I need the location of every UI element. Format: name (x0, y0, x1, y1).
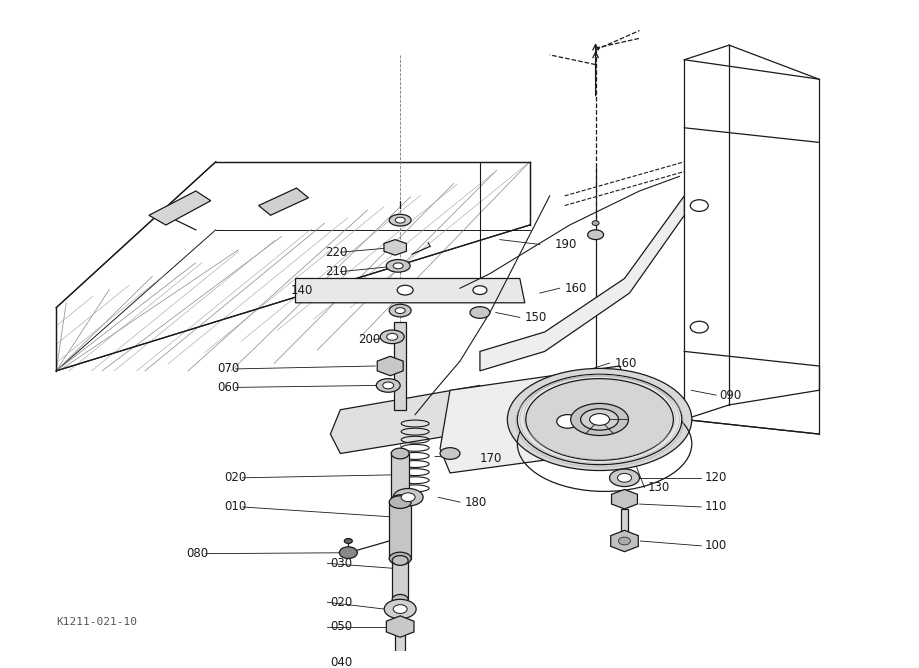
Ellipse shape (339, 547, 357, 558)
Text: 030: 030 (331, 557, 353, 570)
Ellipse shape (393, 605, 407, 613)
Text: 080: 080 (186, 547, 208, 560)
Polygon shape (296, 279, 525, 303)
Text: 050: 050 (331, 620, 353, 633)
Ellipse shape (392, 556, 408, 565)
Text: 070: 070 (218, 363, 240, 375)
Ellipse shape (517, 374, 682, 465)
Ellipse shape (526, 379, 674, 460)
Bar (392, 560, 408, 599)
Polygon shape (611, 530, 639, 552)
Text: 060: 060 (218, 381, 240, 394)
Ellipse shape (581, 409, 618, 430)
Ellipse shape (390, 496, 411, 508)
Bar (390, 502, 411, 558)
Text: 160: 160 (564, 282, 587, 295)
Bar (395, 633, 405, 667)
Bar (394, 322, 406, 409)
Ellipse shape (376, 379, 400, 392)
Text: 100: 100 (704, 539, 727, 552)
Text: 090: 090 (720, 389, 742, 401)
Ellipse shape (557, 415, 579, 428)
Text: 110: 110 (704, 500, 727, 514)
Text: 140: 140 (290, 284, 312, 297)
Ellipse shape (390, 214, 411, 226)
Ellipse shape (395, 217, 405, 223)
Ellipse shape (587, 230, 604, 240)
Polygon shape (386, 616, 414, 637)
Text: 020: 020 (331, 596, 353, 609)
Bar (620, 509, 629, 538)
Text: 120: 120 (704, 472, 727, 484)
Polygon shape (258, 188, 309, 215)
Ellipse shape (440, 448, 460, 460)
Ellipse shape (397, 285, 414, 295)
Ellipse shape (402, 493, 415, 502)
Ellipse shape (507, 369, 692, 470)
Ellipse shape (393, 263, 403, 269)
Ellipse shape (345, 538, 352, 544)
Text: 200: 200 (358, 333, 380, 346)
Ellipse shape (386, 260, 410, 272)
Text: 040: 040 (331, 656, 353, 668)
Ellipse shape (392, 595, 408, 604)
Ellipse shape (473, 286, 487, 295)
Ellipse shape (391, 495, 409, 506)
Polygon shape (440, 366, 630, 473)
Ellipse shape (618, 537, 630, 545)
Ellipse shape (609, 469, 640, 486)
Polygon shape (611, 490, 638, 509)
Bar (391, 454, 409, 500)
Polygon shape (331, 385, 490, 454)
Ellipse shape (590, 413, 609, 426)
Text: K1211-021-10: K1211-021-10 (56, 617, 137, 627)
Ellipse shape (470, 307, 490, 319)
Ellipse shape (393, 488, 423, 506)
Ellipse shape (690, 321, 709, 333)
Ellipse shape (391, 448, 409, 459)
Ellipse shape (395, 308, 405, 313)
Ellipse shape (390, 552, 411, 565)
Polygon shape (149, 191, 210, 225)
Text: 170: 170 (480, 452, 503, 465)
Text: 190: 190 (555, 238, 577, 251)
Text: 180: 180 (465, 496, 487, 508)
Polygon shape (378, 356, 403, 375)
Ellipse shape (387, 333, 398, 340)
Polygon shape (385, 661, 415, 668)
Ellipse shape (380, 330, 404, 343)
Text: 130: 130 (647, 481, 670, 494)
Ellipse shape (384, 599, 416, 619)
Text: 220: 220 (325, 246, 347, 259)
Polygon shape (384, 240, 406, 255)
Text: 020: 020 (225, 472, 247, 484)
Text: 210: 210 (325, 265, 347, 278)
Text: 010: 010 (225, 500, 247, 514)
Ellipse shape (390, 304, 411, 317)
Text: 150: 150 (525, 311, 547, 324)
Polygon shape (480, 196, 685, 371)
Ellipse shape (571, 403, 629, 436)
Ellipse shape (618, 474, 631, 482)
Ellipse shape (382, 382, 393, 389)
Ellipse shape (592, 220, 599, 226)
Text: 160: 160 (615, 357, 637, 369)
Ellipse shape (690, 200, 709, 211)
